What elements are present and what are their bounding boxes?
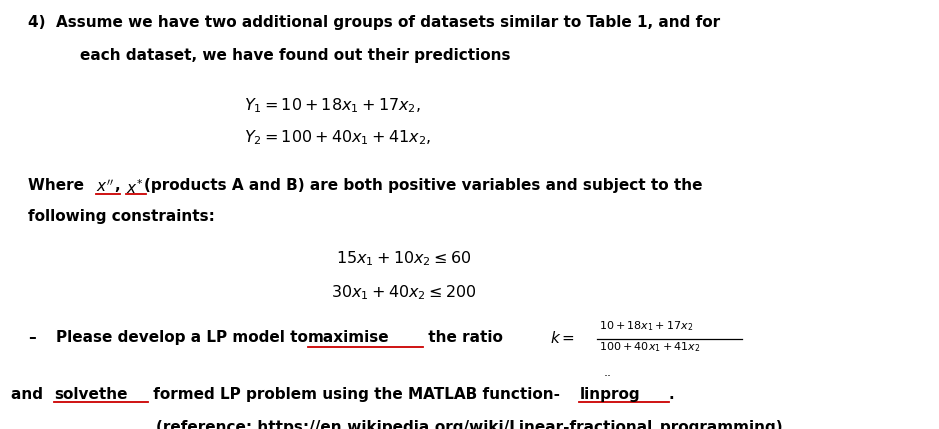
Text: ..: .. <box>604 366 612 378</box>
Text: $x^{\prime\prime}$: $x^{\prime\prime}$ <box>96 178 114 195</box>
Text: ,: , <box>115 178 126 193</box>
Text: .: . <box>669 387 674 402</box>
Text: each dataset, we have found out their predictions: each dataset, we have found out their pr… <box>80 48 510 63</box>
Text: and: and <box>11 387 49 402</box>
Text: $Y_1 = 10 + 18x_1 + 17x_2,$: $Y_1 = 10 + 18x_1 + 17x_2,$ <box>244 97 421 115</box>
Text: $k = $: $k = $ <box>550 330 576 346</box>
Text: Where: Where <box>28 178 89 193</box>
Text: linprog: linprog <box>579 387 640 402</box>
Text: the ratio: the ratio <box>423 330 502 345</box>
Text: following constraints:: following constraints: <box>28 209 215 224</box>
Text: $Y_2 = 100 + 40x_1 + 41x_2,$: $Y_2 = 100 + 40x_1 + 41x_2,$ <box>244 129 431 148</box>
Text: solvethe: solvethe <box>54 387 128 402</box>
Text: $15x_1 + 10x_2 \leq 60$: $15x_1 + 10x_2 \leq 60$ <box>336 250 471 269</box>
Text: –: – <box>28 330 36 345</box>
Text: $100+40x_1+41x_2$: $100+40x_1+41x_2$ <box>599 340 700 354</box>
Text: (reference: https://en.wikipedia.org/wiki/Linear-fractional_programming): (reference: https://en.wikipedia.org/wik… <box>156 420 783 429</box>
Text: formed LP problem using the MATLAB function-: formed LP problem using the MATLAB funct… <box>148 387 561 402</box>
Text: Please develop a LP model to: Please develop a LP model to <box>56 330 314 345</box>
Text: $10+18x_1+17x_2$: $10+18x_1+17x_2$ <box>599 320 693 333</box>
Text: $x^{*}$: $x^{*}$ <box>126 178 143 197</box>
Text: 4)  Assume we have two additional groups of datasets similar to Table 1, and for: 4) Assume we have two additional groups … <box>28 15 720 30</box>
Text: maximise: maximise <box>308 330 390 345</box>
Text: (products A and B) are both positive variables and subject to the: (products A and B) are both positive var… <box>144 178 702 193</box>
Text: $30x_1 + 40x_2 \leq 200$: $30x_1 + 40x_2 \leq 200$ <box>331 283 476 302</box>
